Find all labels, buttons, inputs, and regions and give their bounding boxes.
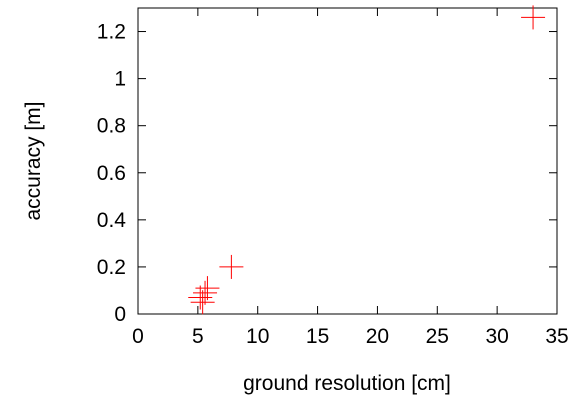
x-tick-label: 30 [485,325,508,348]
data-point [195,276,220,301]
x-tick-label: 35 [545,325,568,348]
x-tick-label: 0 [132,325,144,348]
y-axis-label: accuracy [m] [22,101,45,220]
data-points [188,5,546,315]
x-tick-label: 10 [246,325,269,348]
data-point [193,280,218,305]
x-axis-label: ground resolution [cm] [243,372,451,395]
y-tick-label: 0.2 [97,256,126,279]
y-tick-label: 0.8 [97,115,126,138]
x-tick-label: 5 [192,325,204,348]
data-point [190,290,215,315]
y-tick-label: 1.2 [97,21,126,44]
data-point [188,285,213,310]
y-tick-label: 0.6 [97,162,126,185]
x-tick-label: 20 [366,325,389,348]
x-tick-label: 25 [426,325,449,348]
x-tick-label: 15 [306,325,329,348]
y-tick-label: 0 [114,303,126,326]
y-tick-label: 1 [114,68,126,91]
plot-frame [137,7,558,315]
y-axis-ticks: 0 0.2 0.4 0.6 0.8 1 1.2 [97,21,557,326]
data-point [219,254,244,279]
data-point [521,5,546,30]
x-axis-ticks: 0 5 10 15 20 25 30 35 [132,8,569,348]
y-tick-label: 0.4 [97,209,127,232]
